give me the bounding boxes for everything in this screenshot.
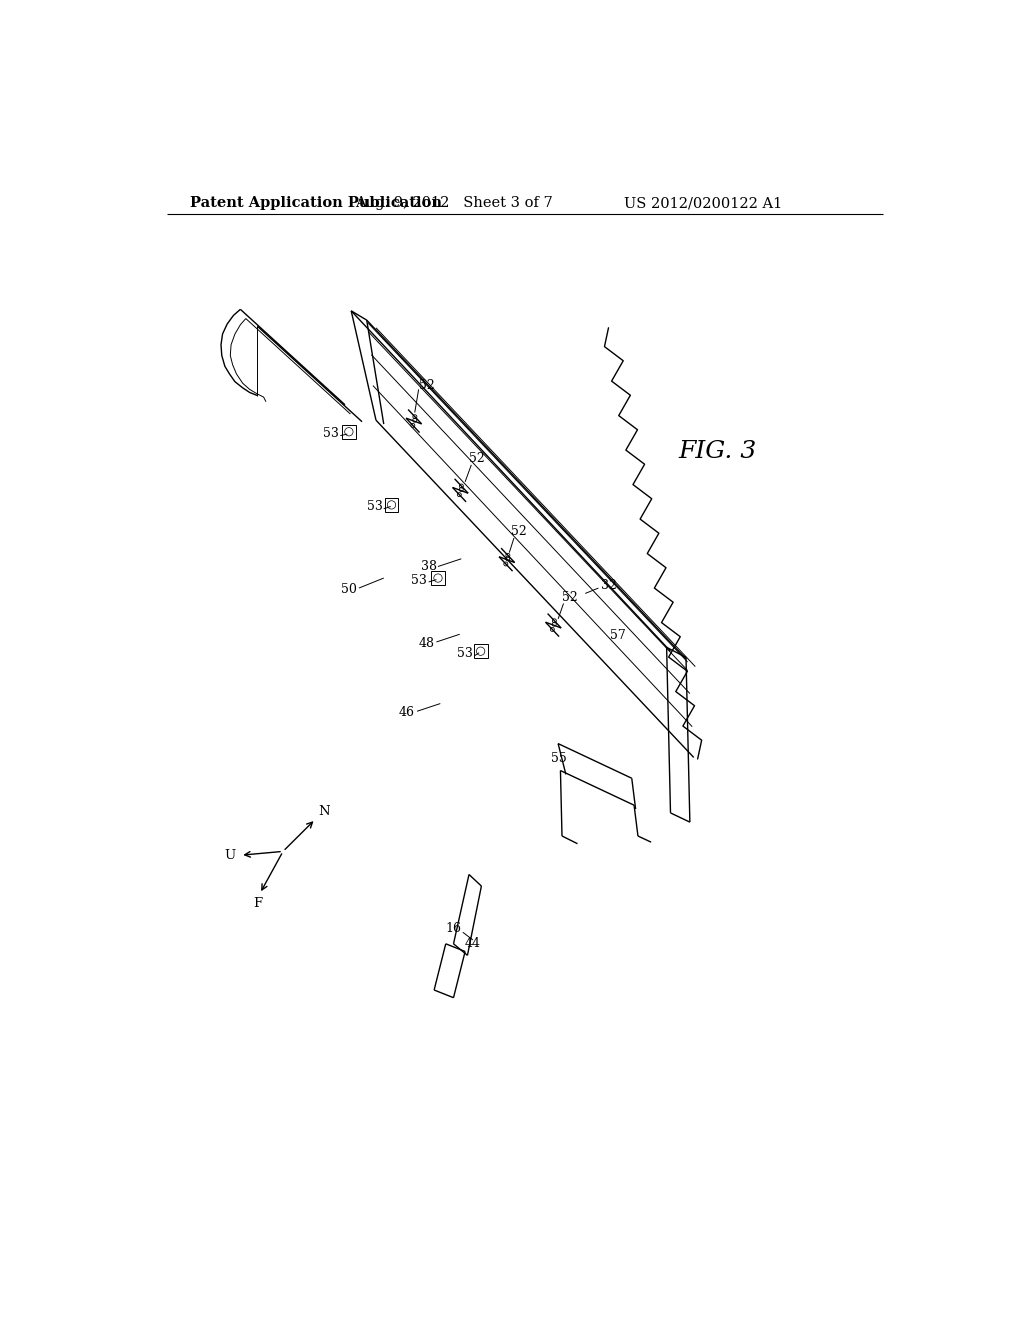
Text: 52: 52 <box>419 379 434 392</box>
Text: 53: 53 <box>324 426 339 440</box>
Text: 32: 32 <box>600 579 616 593</box>
Bar <box>431 572 445 585</box>
Text: 52: 52 <box>512 525 527 539</box>
Text: 55: 55 <box>551 752 566 766</box>
Text: 16: 16 <box>445 921 462 935</box>
Bar <box>385 498 398 512</box>
Bar <box>474 644 487 659</box>
Text: 38: 38 <box>421 560 436 573</box>
Text: FIG. 3: FIG. 3 <box>678 440 756 462</box>
Text: U: U <box>224 849 236 862</box>
Text: F: F <box>254 898 263 911</box>
Text: 52: 52 <box>469 453 484 465</box>
Text: 44: 44 <box>465 937 481 950</box>
Text: 46: 46 <box>399 706 415 719</box>
Text: 57: 57 <box>610 630 626 643</box>
Text: Aug. 9, 2012   Sheet 3 of 7: Aug. 9, 2012 Sheet 3 of 7 <box>354 197 552 210</box>
Text: 50: 50 <box>341 583 356 597</box>
Text: 52: 52 <box>562 591 578 603</box>
Text: Patent Application Publication: Patent Application Publication <box>190 197 442 210</box>
Text: 53: 53 <box>367 500 382 513</box>
Bar <box>342 425 356 438</box>
Text: US 2012/0200122 A1: US 2012/0200122 A1 <box>624 197 782 210</box>
Text: N: N <box>318 805 330 818</box>
Text: 53: 53 <box>457 647 473 660</box>
Text: 53: 53 <box>412 574 427 587</box>
Text: 48: 48 <box>419 638 434 649</box>
